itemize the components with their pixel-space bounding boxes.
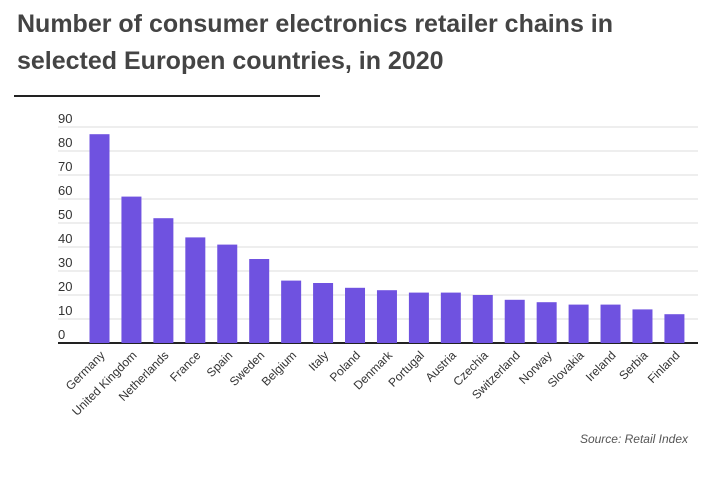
bar xyxy=(600,304,621,343)
source-note: Source: Retail Index xyxy=(579,432,688,446)
bar xyxy=(89,134,110,343)
bar xyxy=(281,280,302,343)
bar xyxy=(568,304,589,343)
x-tick-label: Portugal xyxy=(386,348,428,390)
x-tick-label: France xyxy=(167,348,204,385)
gridlines xyxy=(58,126,698,344)
bar xyxy=(472,295,493,343)
y-tick-label: 50 xyxy=(58,207,72,222)
y-tick-label: 0 xyxy=(58,327,65,342)
y-tick-label: 70 xyxy=(58,159,72,174)
bar xyxy=(440,292,461,343)
y-tick-label: 10 xyxy=(58,303,72,318)
x-tick-label: Italy xyxy=(306,348,331,373)
bar xyxy=(504,299,525,343)
bar xyxy=(536,302,557,343)
bar xyxy=(664,314,685,343)
x-tick-label: Belgium xyxy=(259,348,300,389)
x-tick-label: Finland xyxy=(645,348,683,386)
bar xyxy=(632,309,653,343)
x-tick-label: Ireland xyxy=(583,348,619,384)
bar xyxy=(313,283,334,343)
title-underline xyxy=(14,95,320,97)
y-tick-label: 40 xyxy=(58,231,72,246)
y-tick-label: 20 xyxy=(58,279,72,294)
y-tick-label: 80 xyxy=(58,135,72,150)
y-tick-label: 60 xyxy=(58,183,72,198)
x-tick-label: Slovakia xyxy=(545,348,587,390)
bar xyxy=(153,218,174,343)
bar xyxy=(408,292,429,343)
bars xyxy=(89,134,685,343)
bar xyxy=(217,244,238,343)
bar xyxy=(376,290,397,343)
y-axis-ticks: 0 10 20 30 40 50 60 70 80 90 xyxy=(58,111,72,342)
bar xyxy=(185,237,206,343)
y-tick-label: 90 xyxy=(58,111,72,126)
chart-title: Number of consumer electronics retailer … xyxy=(17,10,614,75)
bar xyxy=(249,259,270,343)
y-tick-label: 30 xyxy=(58,255,72,270)
bar xyxy=(345,287,366,343)
bar xyxy=(121,196,142,343)
